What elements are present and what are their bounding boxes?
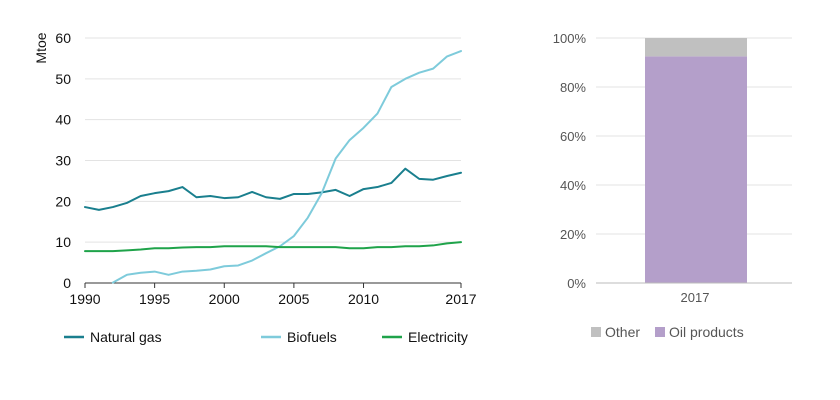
line-chart-x-tick-label: 1995: [139, 291, 170, 307]
line-chart-y-tick-label: 60: [55, 30, 71, 46]
legend-item-natural-gas: Natural gas: [64, 329, 162, 345]
legend-item-oil-products: Oil products: [655, 324, 744, 340]
line-chart-x-tick-label: 2017: [445, 291, 476, 307]
line-chart-y-tick-label: 20: [55, 193, 71, 209]
line-chart-y-ticks: 0 10 20 30 40 50 60: [55, 30, 71, 291]
bar-chart-legend: Other Oil products: [591, 324, 744, 340]
bar-segment-oil-products: [645, 56, 747, 283]
legend-label-natural-gas: Natural gas: [90, 329, 162, 345]
legend-item-other: Other: [591, 324, 640, 340]
legend-label-biofuels: Biofuels: [287, 329, 337, 345]
legend-label-electricity: Electricity: [408, 329, 468, 345]
line-chart-legend: Natural gas Biofuels Electricity: [64, 329, 468, 345]
bar-chart-y-tick-label: 40%: [560, 178, 586, 193]
bar-chart-y-tick-label: 60%: [560, 129, 586, 144]
line-chart-gridlines: [85, 37, 461, 243]
bar-segment-other: [645, 38, 747, 57]
legend-item-electricity: Electricity: [382, 329, 468, 345]
bar-chart-y-tick-label: 100%: [553, 31, 587, 46]
legend-label-oil-products: Oil products: [669, 324, 744, 340]
bar-chart-bars: [645, 38, 747, 283]
bar-chart-category-label: 2017: [681, 290, 710, 305]
series-line-electricity: [84, 241, 462, 253]
legend-swatch-other: [591, 327, 601, 337]
line-chart-y-tick-label: 40: [55, 112, 71, 128]
line-chart-series: [84, 50, 462, 284]
line-chart-y-tick-label: 10: [55, 234, 71, 250]
line-chart-x-tick-label: 2005: [278, 291, 309, 307]
bar-chart-y-ticks: 0% 20% 40% 60% 80% 100%: [553, 31, 587, 291]
bar-chart-y-tick-label: 20%: [560, 227, 586, 242]
legend-item-biofuels: Biofuels: [261, 329, 337, 345]
bar-chart: 0% 20% 40% 60% 80% 100% 2017: [553, 31, 792, 305]
bar-chart-y-tick-label: 0%: [567, 276, 586, 291]
line-chart-x-tick-label: 1990: [69, 291, 100, 307]
line-chart-y-tick-label: 30: [55, 153, 71, 169]
legend-label-other: Other: [605, 324, 640, 340]
line-chart-x-ticks: 1990 1995 2000 2005 2010 2017: [69, 283, 477, 307]
line-chart-x-tick-label: 2010: [348, 291, 379, 307]
bar-chart-y-tick-label: 80%: [560, 80, 586, 95]
line-chart-x-tick-label: 2000: [209, 291, 240, 307]
line-chart-y-axis-label: Mtoe: [33, 32, 49, 63]
legend-swatch-oil-products: [655, 327, 665, 337]
line-chart-y-tick-label: 0: [63, 275, 71, 291]
line-chart: 0 10 20 30 40 50 60 1990 1995 2000 2005 2010 2017 M…: [33, 30, 477, 307]
series-line-natural-gas: [84, 167, 462, 211]
series-line-biofuels: [111, 50, 462, 284]
line-chart-y-tick-label: 50: [55, 71, 71, 87]
